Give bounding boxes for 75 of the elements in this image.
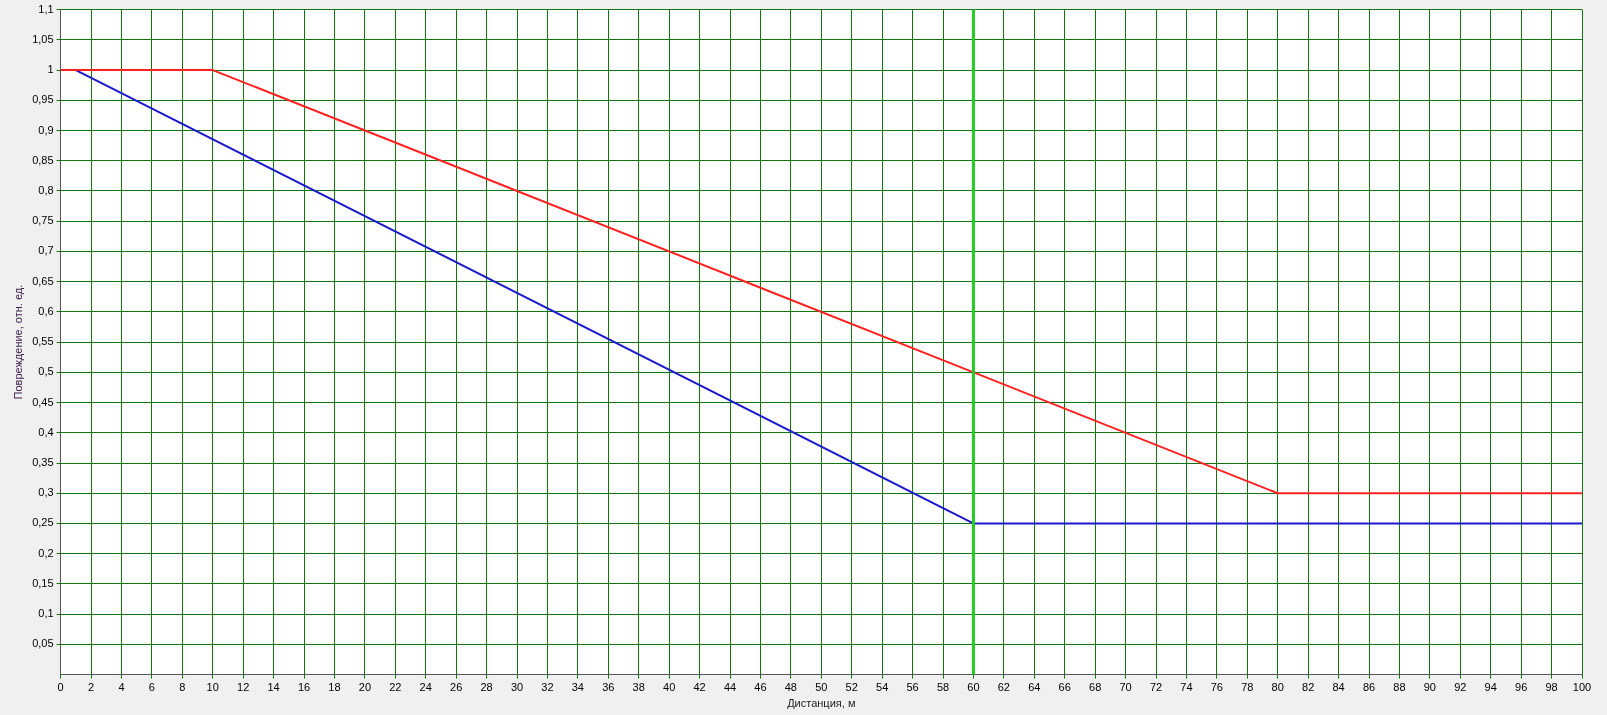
- x-tick-label: 82: [1302, 681, 1315, 694]
- x-tick-label: 84: [1332, 681, 1345, 694]
- x-tick-label: 60: [967, 681, 980, 694]
- y-tick-label: 0,65: [32, 274, 54, 287]
- x-tick-label: 28: [480, 681, 493, 694]
- y-tick-label: 0,75: [32, 214, 54, 227]
- y-tick-label: 0,9: [38, 123, 54, 136]
- x-tick-label: 68: [1089, 681, 1102, 694]
- x-tick-label: 26: [450, 681, 463, 694]
- x-tick-label: 74: [1180, 681, 1193, 694]
- x-tick-label: 70: [1119, 681, 1132, 694]
- y-tick-label: 1,1: [38, 2, 54, 15]
- y-tick-label: 0,25: [32, 516, 54, 529]
- y-axis-title: Повреждение, отн. ед.: [11, 284, 24, 400]
- x-tick-label: 92: [1454, 681, 1467, 694]
- x-tick-label: 8: [179, 681, 186, 694]
- y-tick-label: 0,6: [38, 304, 54, 317]
- y-tick-label: 0,85: [32, 153, 54, 166]
- y-tick-label: 0,35: [32, 456, 54, 469]
- y-tick-label: 0,2: [38, 546, 54, 559]
- x-tick-label: 88: [1393, 681, 1406, 694]
- x-tick-label: 6: [148, 681, 155, 694]
- x-tick-label: 36: [602, 681, 615, 694]
- y-tick-label: 0,95: [32, 93, 54, 106]
- x-axis-title: Дистанция, м: [787, 697, 856, 710]
- y-tick-label: 0,7: [38, 244, 54, 257]
- x-tick-label: 58: [936, 681, 950, 694]
- y-tick-label: 1,05: [32, 32, 54, 45]
- y-tick-label: 0,4: [38, 425, 54, 438]
- x-tick-label: 52: [845, 681, 858, 694]
- x-tick-label: 98: [1545, 681, 1558, 694]
- x-tick-label: 90: [1423, 681, 1436, 694]
- x-tick-label: 100: [1572, 681, 1592, 694]
- x-tick-label: 24: [419, 681, 432, 694]
- x-tick-label: 42: [693, 681, 706, 694]
- x-tick-label: 30: [510, 681, 524, 694]
- x-tick-label: 32: [541, 681, 554, 694]
- x-tick-label: 96: [1515, 681, 1528, 694]
- x-tick-label: 66: [1058, 681, 1071, 694]
- x-tick-label: 14: [267, 681, 280, 694]
- y-tick-label: 0,55: [32, 335, 54, 348]
- x-tick-label: 20: [358, 681, 372, 694]
- y-tick-label: 0,45: [32, 395, 54, 408]
- y-tick-label: 0,1: [38, 607, 54, 620]
- x-tick-label: 10: [206, 681, 219, 694]
- x-tick-label: 44: [723, 681, 737, 694]
- y-tick-label: 0,5: [38, 365, 54, 378]
- x-tick-label: 2: [87, 681, 95, 694]
- y-tick-label: 0,8: [38, 183, 54, 196]
- x-tick-label: 18: [328, 681, 341, 694]
- x-tick-label: 72: [1149, 681, 1163, 694]
- y-tick-label: 0,05: [32, 637, 54, 650]
- x-tick-label: 50: [815, 681, 828, 694]
- x-tick-label: 46: [754, 681, 767, 694]
- x-tick-label: 40: [663, 681, 676, 694]
- x-tick-label: 34: [571, 681, 585, 694]
- x-tick-label: 62: [997, 681, 1010, 694]
- x-tick-label: 48: [784, 681, 797, 694]
- y-tick-label: 1: [47, 63, 54, 76]
- x-tick-label: 38: [632, 681, 645, 694]
- x-tick-label: 76: [1210, 681, 1223, 694]
- x-tick-label: 94: [1484, 681, 1497, 694]
- x-tick-label: 56: [906, 681, 919, 694]
- x-tick-label: 86: [1362, 681, 1376, 694]
- x-tick-label: 12: [237, 681, 250, 694]
- x-tick-label: 22: [389, 681, 402, 694]
- x-tick-label: 80: [1271, 681, 1284, 694]
- x-tick-label: 54: [876, 681, 889, 694]
- y-tick-label: 0,15: [32, 576, 54, 589]
- x-tick-label: 4: [118, 681, 125, 694]
- x-tick-label: 78: [1241, 681, 1254, 694]
- x-tick-label: 0: [57, 681, 64, 694]
- y-tick-label: 0,3: [38, 486, 54, 499]
- x-tick-label: 64: [1028, 681, 1041, 694]
- x-tick-label: 16: [297, 681, 311, 694]
